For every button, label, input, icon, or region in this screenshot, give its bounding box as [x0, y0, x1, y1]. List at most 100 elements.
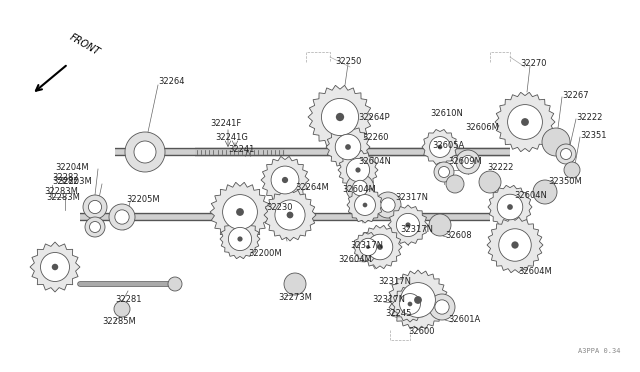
- Polygon shape: [488, 185, 532, 229]
- Circle shape: [533, 180, 557, 204]
- Polygon shape: [388, 205, 428, 245]
- Circle shape: [461, 155, 475, 169]
- Polygon shape: [495, 92, 555, 152]
- Circle shape: [521, 118, 529, 126]
- Text: 32204M: 32204M: [55, 163, 88, 171]
- Circle shape: [223, 195, 257, 230]
- Circle shape: [396, 214, 420, 237]
- Circle shape: [511, 241, 518, 248]
- Text: 32317N: 32317N: [395, 192, 428, 202]
- Circle shape: [85, 217, 105, 237]
- Polygon shape: [422, 129, 458, 164]
- Circle shape: [321, 99, 358, 135]
- Text: 32222: 32222: [576, 112, 602, 122]
- Text: 32604N: 32604N: [514, 190, 547, 199]
- Polygon shape: [487, 217, 543, 273]
- Circle shape: [479, 171, 501, 193]
- Text: A3PPA 0.34: A3PPA 0.34: [577, 348, 620, 354]
- Circle shape: [375, 192, 401, 218]
- Text: 32317N: 32317N: [400, 224, 433, 234]
- Polygon shape: [220, 219, 260, 259]
- Circle shape: [556, 144, 576, 164]
- Text: 32317N: 32317N: [378, 278, 411, 286]
- Circle shape: [507, 204, 513, 210]
- Text: 32260: 32260: [362, 132, 388, 141]
- Circle shape: [228, 227, 252, 251]
- Circle shape: [367, 234, 393, 260]
- Circle shape: [401, 283, 435, 317]
- Polygon shape: [308, 85, 372, 149]
- Circle shape: [236, 208, 244, 216]
- Circle shape: [499, 229, 531, 261]
- Circle shape: [115, 210, 129, 224]
- Circle shape: [346, 158, 370, 182]
- Circle shape: [414, 296, 422, 304]
- Text: 32608: 32608: [445, 231, 472, 240]
- Polygon shape: [326, 125, 370, 169]
- Text: 32282: 32282: [52, 177, 79, 186]
- Text: 32610N: 32610N: [430, 109, 463, 119]
- Text: 32317N: 32317N: [372, 295, 405, 305]
- Text: 32350M: 32350M: [548, 177, 582, 186]
- Text: 32273M: 32273M: [278, 292, 312, 301]
- Circle shape: [275, 200, 305, 230]
- Text: 32283M: 32283M: [46, 192, 80, 202]
- Polygon shape: [210, 182, 270, 242]
- Circle shape: [287, 212, 293, 218]
- Circle shape: [355, 195, 376, 215]
- Circle shape: [109, 204, 135, 230]
- Text: 32230: 32230: [266, 202, 292, 212]
- Text: 32604M: 32604M: [342, 185, 376, 193]
- Text: 32203M: 32203M: [58, 177, 92, 186]
- Text: 32609M: 32609M: [448, 157, 482, 167]
- Circle shape: [438, 145, 442, 149]
- Text: 32600: 32600: [408, 327, 435, 337]
- Text: 32222: 32222: [487, 163, 513, 171]
- Text: 32604M: 32604M: [338, 254, 372, 263]
- Text: 32250: 32250: [335, 58, 362, 67]
- Polygon shape: [392, 286, 428, 322]
- Circle shape: [345, 144, 351, 150]
- Polygon shape: [30, 242, 80, 292]
- Text: 32601A: 32601A: [448, 315, 480, 324]
- Text: 32264: 32264: [158, 77, 184, 87]
- Text: 32241: 32241: [228, 145, 254, 154]
- Polygon shape: [347, 187, 383, 223]
- Text: 32281: 32281: [115, 295, 141, 305]
- Circle shape: [542, 128, 570, 156]
- Circle shape: [405, 222, 411, 228]
- Circle shape: [456, 150, 480, 174]
- Circle shape: [381, 198, 395, 212]
- Circle shape: [497, 194, 523, 220]
- Circle shape: [237, 236, 243, 241]
- Circle shape: [429, 137, 451, 157]
- Polygon shape: [264, 189, 316, 241]
- Text: 32351: 32351: [580, 131, 607, 140]
- Text: 32200M: 32200M: [248, 250, 282, 259]
- Circle shape: [446, 175, 464, 193]
- Text: 32285M: 32285M: [102, 317, 136, 327]
- Circle shape: [168, 277, 182, 291]
- Circle shape: [284, 273, 306, 295]
- Circle shape: [88, 201, 102, 214]
- Text: 32241F: 32241F: [210, 119, 241, 128]
- Circle shape: [134, 141, 156, 163]
- Polygon shape: [353, 232, 383, 262]
- Circle shape: [282, 177, 288, 183]
- Text: 32267: 32267: [562, 90, 589, 99]
- Circle shape: [363, 203, 367, 207]
- Circle shape: [335, 134, 361, 160]
- Circle shape: [508, 105, 543, 140]
- Circle shape: [564, 162, 580, 178]
- Circle shape: [355, 167, 360, 173]
- Text: 32605A: 32605A: [432, 141, 464, 150]
- Text: 32245: 32245: [385, 310, 412, 318]
- Circle shape: [125, 132, 165, 172]
- Circle shape: [359, 238, 377, 256]
- Circle shape: [408, 302, 412, 306]
- Circle shape: [561, 148, 572, 160]
- Circle shape: [399, 294, 420, 314]
- Circle shape: [114, 301, 130, 317]
- Circle shape: [40, 253, 70, 282]
- Circle shape: [83, 195, 107, 219]
